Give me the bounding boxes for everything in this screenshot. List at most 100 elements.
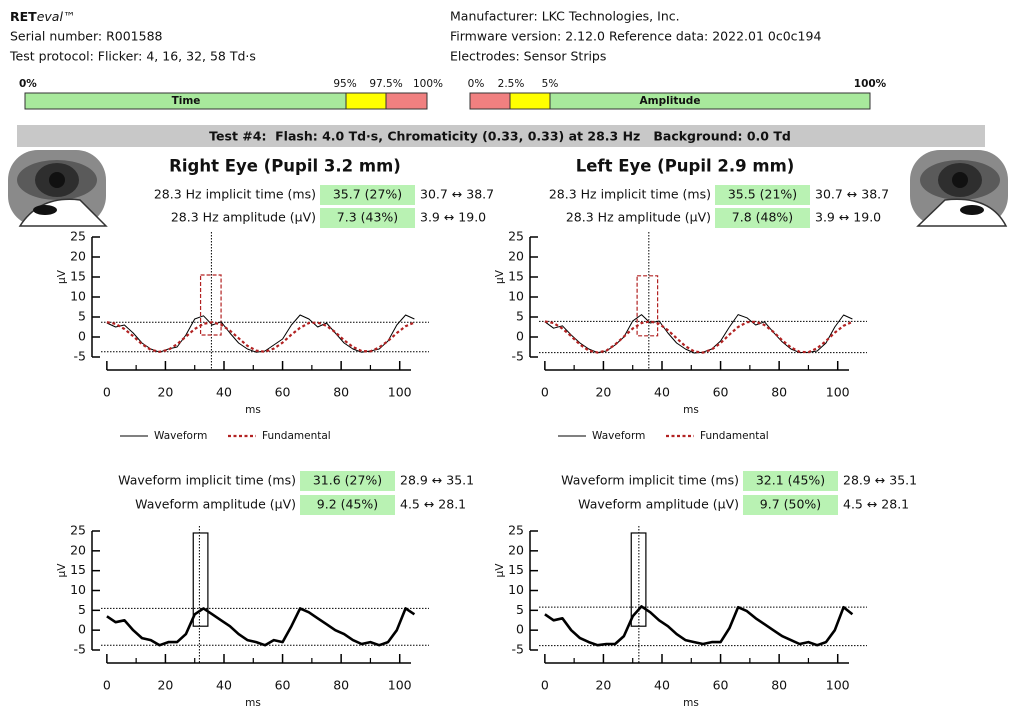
metric-value-box [300,471,395,491]
y-tick-label: 0 [516,329,524,344]
x-tick-label: 0 [541,385,549,400]
metric-value: 32.1 (45%) [756,473,825,488]
legend-bar-tick: 100% [854,78,887,90]
legend-bar-segment [385,92,428,110]
x-tick-label: 100 [388,385,412,400]
metric-range: 28.9 ↔ 35.1 [843,473,917,488]
metric-label: Waveform amplitude (µV) [578,497,739,512]
metric-range: 28.9 ↔ 35.1 [400,473,474,488]
metric-value-box [743,471,838,491]
legend-bar-segment [549,92,871,110]
window-box [630,532,647,627]
y-tick-label: 15 [70,269,86,284]
y-tick-label: 20 [508,542,524,557]
legend-bar-segment [469,92,511,110]
y-axis-label: µV [494,269,506,284]
x-tick-label: 20 [595,678,611,693]
legend-bar-tick: 2.5% [498,78,525,90]
y-tick-label: 15 [508,269,524,284]
x-tick-label: 40 [216,385,232,400]
y-tick-label: 0 [516,622,524,637]
metric-value-box [320,208,415,228]
metric-label: 28.3 Hz amplitude (µV) [566,210,711,225]
x-tick-label: 100 [388,678,412,693]
series-line [106,314,415,353]
firmware: Firmware version: 2.12.0 Reference data:… [450,29,821,44]
y-tick-label: 20 [70,249,86,264]
metric-range: 3.9 ↔ 19.0 [420,210,486,225]
x-tick-label: 60 [275,385,291,400]
y-axis-label: µV [56,563,68,578]
metric-value: 35.7 (27%) [333,187,402,202]
y-tick-label: 10 [508,289,524,304]
metric-label: 28.3 Hz implicit time (ms) [549,187,711,202]
brand: RETeval™ [10,9,75,24]
y-tick-label: 10 [70,289,86,304]
series-line [544,605,854,647]
metric-value-box [715,185,810,205]
y-tick-label: 20 [70,542,86,557]
metric-value: 31.6 (27%) [313,473,382,488]
left-eye-icon [910,150,1008,227]
metric-value: 9.2 (45%) [317,497,378,512]
brand-italic: eval [37,9,64,24]
legend-bar-label: Amplitude [640,95,701,107]
metric-value-box [715,208,810,228]
series-line [106,607,416,647]
right-eye-icon [8,150,108,227]
y-tick-label: 25 [70,523,86,538]
x-tick-label: 0 [103,678,111,693]
x-tick-label: 100 [826,678,850,693]
metric-range: 3.9 ↔ 19.0 [815,210,881,225]
metric-value: 9.7 (50%) [760,497,821,512]
x-tick-label: 80 [771,385,787,400]
metric-range: 4.5 ↔ 28.1 [400,497,466,512]
electrodes: Electrodes: Sensor Strips [450,49,606,64]
y-tick-label: 15 [70,562,86,577]
legend-bar-segment [345,92,387,110]
legend-bar-tick: 5% [542,78,559,90]
window-box [199,274,222,336]
y-tick-label: 5 [516,602,524,617]
x-tick-label: 40 [654,385,670,400]
metric-value: 35.5 (21%) [728,187,797,202]
y-tick-label: 25 [508,523,524,538]
y-axis-label: µV [494,563,506,578]
metric-label: Waveform amplitude (µV) [135,497,296,512]
x-tick-label: 60 [713,678,729,693]
test-protocol: Test protocol: Flicker: 4, 16, 32, 58 Td… [9,49,256,64]
x-tick-label: 60 [275,678,291,693]
x-axis-label: ms [245,404,261,416]
x-tick-label: 20 [595,385,611,400]
x-tick-label: 0 [103,385,111,400]
metric-range: 30.7 ↔ 38.7 [815,187,889,202]
metric-label: Waveform implicit time (ms) [561,473,739,488]
x-tick-label: 80 [771,678,787,693]
brand-mark: ™ [63,9,76,24]
legend-bar-tick: 95% [333,78,356,90]
series-line [544,320,853,354]
x-tick-label: 20 [157,385,173,400]
brand-bold: RET [10,9,37,24]
legend-bar-tick: 100% [413,78,443,90]
test-banner-text: Test #4: Flash: 4.0 Td·s, Chromaticity (… [209,129,791,144]
eye-title: Left Eye (Pupil 2.9 mm) [576,157,795,176]
y-tick-label: 10 [70,582,86,597]
legend-label: Fundamental [700,430,769,442]
window-box [636,275,659,337]
x-tick-label: 20 [157,678,173,693]
y-tick-label: -5 [74,642,86,657]
legend-label: Waveform [154,430,207,442]
legend-label: Fundamental [262,430,331,442]
window-box [192,532,209,627]
y-tick-label: -5 [512,349,524,364]
metric-value: 7.3 (43%) [337,210,398,225]
x-tick-label: 0 [541,678,549,693]
x-axis-label: ms [683,697,699,709]
x-tick-label: 60 [713,385,729,400]
test-banner [17,125,985,147]
x-axis-label: ms [245,697,261,709]
y-tick-label: 25 [70,229,86,244]
y-tick-label: 10 [508,582,524,597]
